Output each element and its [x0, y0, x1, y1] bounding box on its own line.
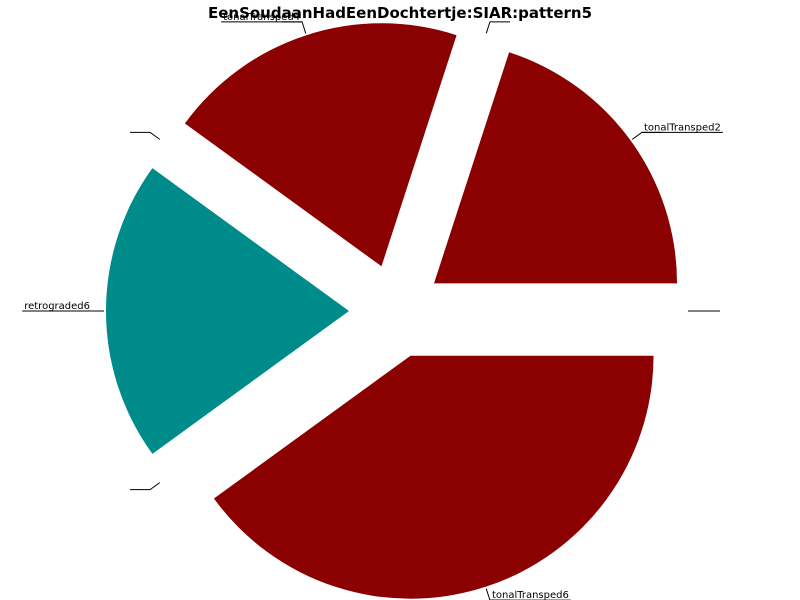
pie-slice-tonaltransped2: [434, 52, 678, 284]
leader-line-empty-5: [130, 482, 161, 491]
chart-title: EenSoudaanHadEenDochtertje:SIAR:pattern5: [208, 4, 592, 22]
pie-slice-tonaltransped6: [213, 355, 654, 599]
slice-label-tonaltransped6: tonalTransped6: [492, 590, 569, 600]
slice-label-retrograded6: retrograded6: [24, 301, 90, 312]
pie-slices: [105, 23, 678, 599]
leader-line-tonaltransped2: [631, 131, 662, 140]
slice-label-tonaltransped4: tonalTransped4: [223, 12, 300, 23]
leader-line-empty-3: [130, 131, 161, 140]
slice-label-tonaltransped2: tonalTransped2: [644, 122, 721, 133]
leader-line-empty-1: [485, 21, 510, 34]
pie-slice-retrograded6: [105, 168, 349, 454]
leader-line-tonaltransped4: [282, 21, 307, 34]
pie-slice-tonaltransped4: [184, 23, 457, 267]
pie-labels: tonalTransped2 tonalTransped4 retrograded6…: [22, 12, 723, 600]
leader-line-tonaltransped6: [485, 588, 510, 600]
